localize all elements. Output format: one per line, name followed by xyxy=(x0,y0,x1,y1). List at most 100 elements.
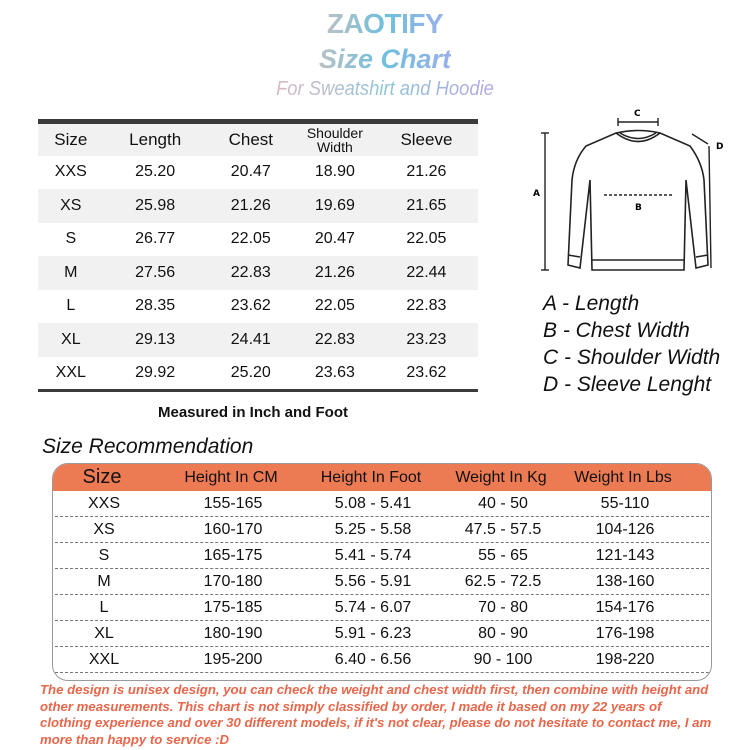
table-row: XS 25.98 21.26 19.69 21.65 xyxy=(38,189,478,223)
recommendation-table: Size Height In CM Height In Foot Weight … xyxy=(52,463,712,681)
label-d: D xyxy=(716,142,723,152)
table-row: L 175-185 5.74 - 6.07 70 - 80 154-176 xyxy=(55,595,709,621)
table-cell: XS xyxy=(38,189,104,223)
table-cell: 20.47 xyxy=(230,163,271,181)
legend-item: D - Sleeve Lenght xyxy=(543,373,712,396)
table-cell: 27.56 xyxy=(103,256,207,290)
table-cell: XL xyxy=(38,323,104,357)
table-cell: 5.08 - 5.41 xyxy=(334,494,412,512)
table-cell: 28.35 xyxy=(135,297,176,315)
table-row: S 165-175 5.41 - 5.74 55 - 65 121-143 xyxy=(55,543,709,569)
table-cell: XXS xyxy=(87,494,120,512)
column-header: Size xyxy=(82,466,122,488)
table-row: XXL 195-200 6.40 - 6.56 90 - 100 198-220 xyxy=(55,647,709,673)
table-row: M 170-180 5.56 - 5.91 62.5 - 72.5 138-160 xyxy=(55,569,709,595)
measurement-note: Measured in Inch and Foot xyxy=(157,404,348,421)
legend-item: C - Shoulder Width xyxy=(543,346,721,369)
table-row: L 28.35 23.62 22.05 22.83 xyxy=(38,290,478,324)
table-cell: S xyxy=(65,230,77,248)
table-cell: 121-143 xyxy=(595,546,655,564)
table-cell: 22.05 xyxy=(314,297,355,315)
label-a: A xyxy=(533,189,540,199)
table-cell: 55 - 65 xyxy=(478,546,528,564)
label-c: C xyxy=(634,109,641,119)
table-row: S 26.77 22.05 20.47 22.05 xyxy=(38,223,478,257)
table-cell: XL xyxy=(94,624,114,642)
table-cell: 5.25 - 5.58 xyxy=(334,520,412,538)
table-cell: 5.74 - 6.07 xyxy=(334,598,412,616)
table-cell: 5.41 - 5.74 xyxy=(334,546,412,564)
table-cell: 25.20 xyxy=(135,163,176,181)
table-header-row: Size Length Chest Shoulder Width Sleeve xyxy=(38,121,478,156)
table-cell: 6.40 - 6.56 xyxy=(334,650,412,668)
table-cell: 20.47 xyxy=(314,230,355,248)
column-header: Sleeve xyxy=(374,121,478,156)
table-cell: 165-175 xyxy=(203,546,263,564)
table-cell: 26.77 xyxy=(135,230,176,248)
table-cell: 25.98 xyxy=(103,189,207,223)
table-cell: XXL xyxy=(55,363,86,381)
page-title: Size Chart xyxy=(318,44,452,74)
table-cell: 176-198 xyxy=(595,624,655,642)
table-cell: 29.13 xyxy=(103,323,207,357)
table-cell: 55-110 xyxy=(600,494,650,512)
table-cell: 5.56 - 5.91 xyxy=(334,572,412,590)
table-cell: 138-160 xyxy=(595,572,655,590)
table-cell: 62.5 - 72.5 xyxy=(464,572,542,590)
table-cell: 70 - 80 xyxy=(478,598,528,616)
measurement-legend: A - Length B - Chest Width C - Shoulder … xyxy=(543,290,720,398)
table-row: XL 180-190 5.91 - 6.23 80 - 90 176-198 xyxy=(55,621,709,647)
table-cell: S xyxy=(98,546,110,564)
table-row: M 27.56 22.83 21.26 22.44 xyxy=(38,256,478,290)
table-cell: XS xyxy=(93,520,115,538)
column-header: Length xyxy=(103,121,207,156)
measurement-table: Size Length Chest Shoulder Width Sleeve … xyxy=(38,119,478,392)
table-cell: 47.5 - 57.5 xyxy=(464,520,542,538)
table-row: XL 29.13 24.41 22.83 23.23 xyxy=(38,323,478,357)
table-cell: 22.05 xyxy=(230,230,271,248)
label-b: B xyxy=(635,203,642,213)
column-header: Weight In Kg xyxy=(455,468,547,486)
table-cell: L xyxy=(99,598,109,616)
table-cell: 23.62 xyxy=(230,297,271,315)
table-cell: XXS xyxy=(54,163,87,181)
table-cell: 90 - 100 xyxy=(473,650,533,668)
table-cell: 22.83 xyxy=(406,297,447,315)
table-cell: 24.41 xyxy=(206,323,295,357)
column-header: Height In CM xyxy=(184,468,278,486)
table-cell: 175-185 xyxy=(203,598,263,616)
table-cell: 21.26 xyxy=(406,163,447,181)
table-row: XXL 29.92 25.20 23.63 23.62 xyxy=(38,357,478,391)
table-cell: 21.26 xyxy=(294,256,375,290)
recommendation-header-row: Size Height In CM Height In Foot Weight … xyxy=(53,464,711,491)
table-cell: 23.63 xyxy=(314,363,355,381)
table-cell: 25.20 xyxy=(230,363,271,381)
table-cell: L xyxy=(66,297,76,315)
table-cell: M xyxy=(38,256,104,290)
table-cell: 23.23 xyxy=(374,323,478,357)
page-subtitle: For Sweatshirt and Hoodie xyxy=(276,78,494,100)
brand-logo: ZAOTIFY xyxy=(326,8,444,39)
table-cell: 40 - 50 xyxy=(478,494,528,512)
table-cell: 104-126 xyxy=(595,520,655,538)
table-cell: 154-176 xyxy=(595,598,655,616)
table-cell: 23.62 xyxy=(406,363,447,381)
table-row: XXS 25.20 20.47 18.90 21.26 xyxy=(38,156,478,190)
table-cell: 22.05 xyxy=(406,230,447,248)
column-header: Height In Foot xyxy=(320,468,422,486)
legend-item: A - Length xyxy=(543,292,640,315)
sweatshirt-diagram: C A B D xyxy=(533,109,723,271)
recommendation-title: Size Recommendation xyxy=(42,435,254,458)
footer-note: The design is unisex design, you can che… xyxy=(40,682,712,747)
table-cell: 5.91 - 6.23 xyxy=(334,624,412,642)
table-cell: 22.83 xyxy=(294,323,375,357)
table-row: XXS 155-165 5.08 - 5.41 40 - 50 55-110 xyxy=(55,491,709,517)
column-header: Size xyxy=(38,121,104,156)
table-cell: 21.65 xyxy=(374,189,478,223)
table-row: XS 160-170 5.25 - 5.58 47.5 - 57.5 104-126 xyxy=(55,517,709,543)
table-cell: 80 - 90 xyxy=(478,624,528,642)
table-cell: M xyxy=(97,572,111,590)
table-cell: 155-165 xyxy=(203,494,263,512)
table-cell: 29.92 xyxy=(135,363,176,381)
table-cell: 195-200 xyxy=(203,650,263,668)
